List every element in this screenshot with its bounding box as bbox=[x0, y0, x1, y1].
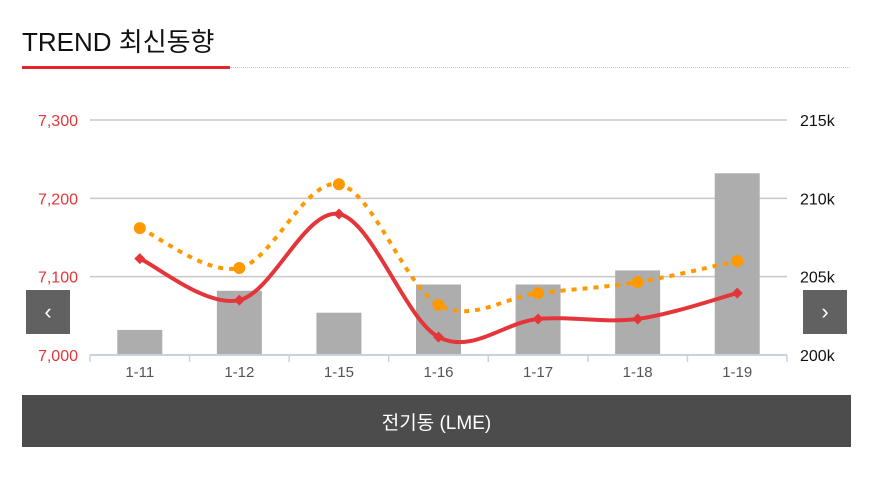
red-point bbox=[134, 253, 146, 265]
right-tick-label: 210k bbox=[800, 191, 836, 208]
prev-button[interactable]: ‹ bbox=[26, 290, 70, 334]
x-tick-label: 1-11 bbox=[125, 364, 154, 381]
orange-point bbox=[133, 222, 146, 235]
x-tick-label: 1-17 bbox=[523, 364, 553, 381]
red-point bbox=[233, 294, 245, 306]
chevron-left-icon: ‹ bbox=[44, 299, 52, 324]
section-title: TREND 최신동향 bbox=[22, 27, 215, 57]
orange-point bbox=[532, 287, 545, 300]
orange-point bbox=[631, 276, 644, 289]
left-tick-label: 7,200 bbox=[38, 191, 78, 208]
left-tick-label: 7,100 bbox=[38, 270, 78, 287]
right-tick-label: 200k bbox=[800, 348, 836, 365]
orange-point bbox=[432, 298, 445, 311]
bar bbox=[416, 284, 461, 355]
x-tick-label: 1-15 bbox=[324, 364, 354, 381]
red-point bbox=[632, 313, 644, 325]
left-tick-label: 7,300 bbox=[38, 113, 78, 130]
chart-caption: 전기동 (LME) bbox=[22, 395, 851, 447]
title-underline bbox=[22, 66, 230, 69]
bar bbox=[316, 312, 362, 355]
orange-point bbox=[332, 178, 345, 191]
red-point bbox=[433, 331, 444, 343]
orange-point bbox=[233, 262, 246, 275]
next-button[interactable]: › bbox=[803, 290, 847, 334]
trend-chart: 7,000 7,100 7,200 7,300 200k 205k 210k 215k 1-11… bbox=[38, 113, 836, 381]
bar bbox=[117, 329, 163, 355]
orange-point bbox=[731, 255, 744, 267]
right-tick-label: 205k bbox=[800, 270, 836, 287]
x-tick-label: 1-12 bbox=[224, 364, 254, 381]
right-tick-label: 215k bbox=[800, 113, 836, 130]
red-point bbox=[731, 287, 743, 299]
chevron-right-icon: › bbox=[821, 299, 829, 324]
x-tick-label: 1-18 bbox=[623, 364, 653, 381]
red-point bbox=[532, 313, 544, 325]
x-tick-label: 1-16 bbox=[423, 364, 453, 381]
x-tick-label: 1-19 bbox=[722, 364, 752, 381]
left-tick-label: 7,000 bbox=[38, 348, 78, 365]
title-divider bbox=[230, 67, 850, 68]
red-point bbox=[333, 208, 345, 220]
